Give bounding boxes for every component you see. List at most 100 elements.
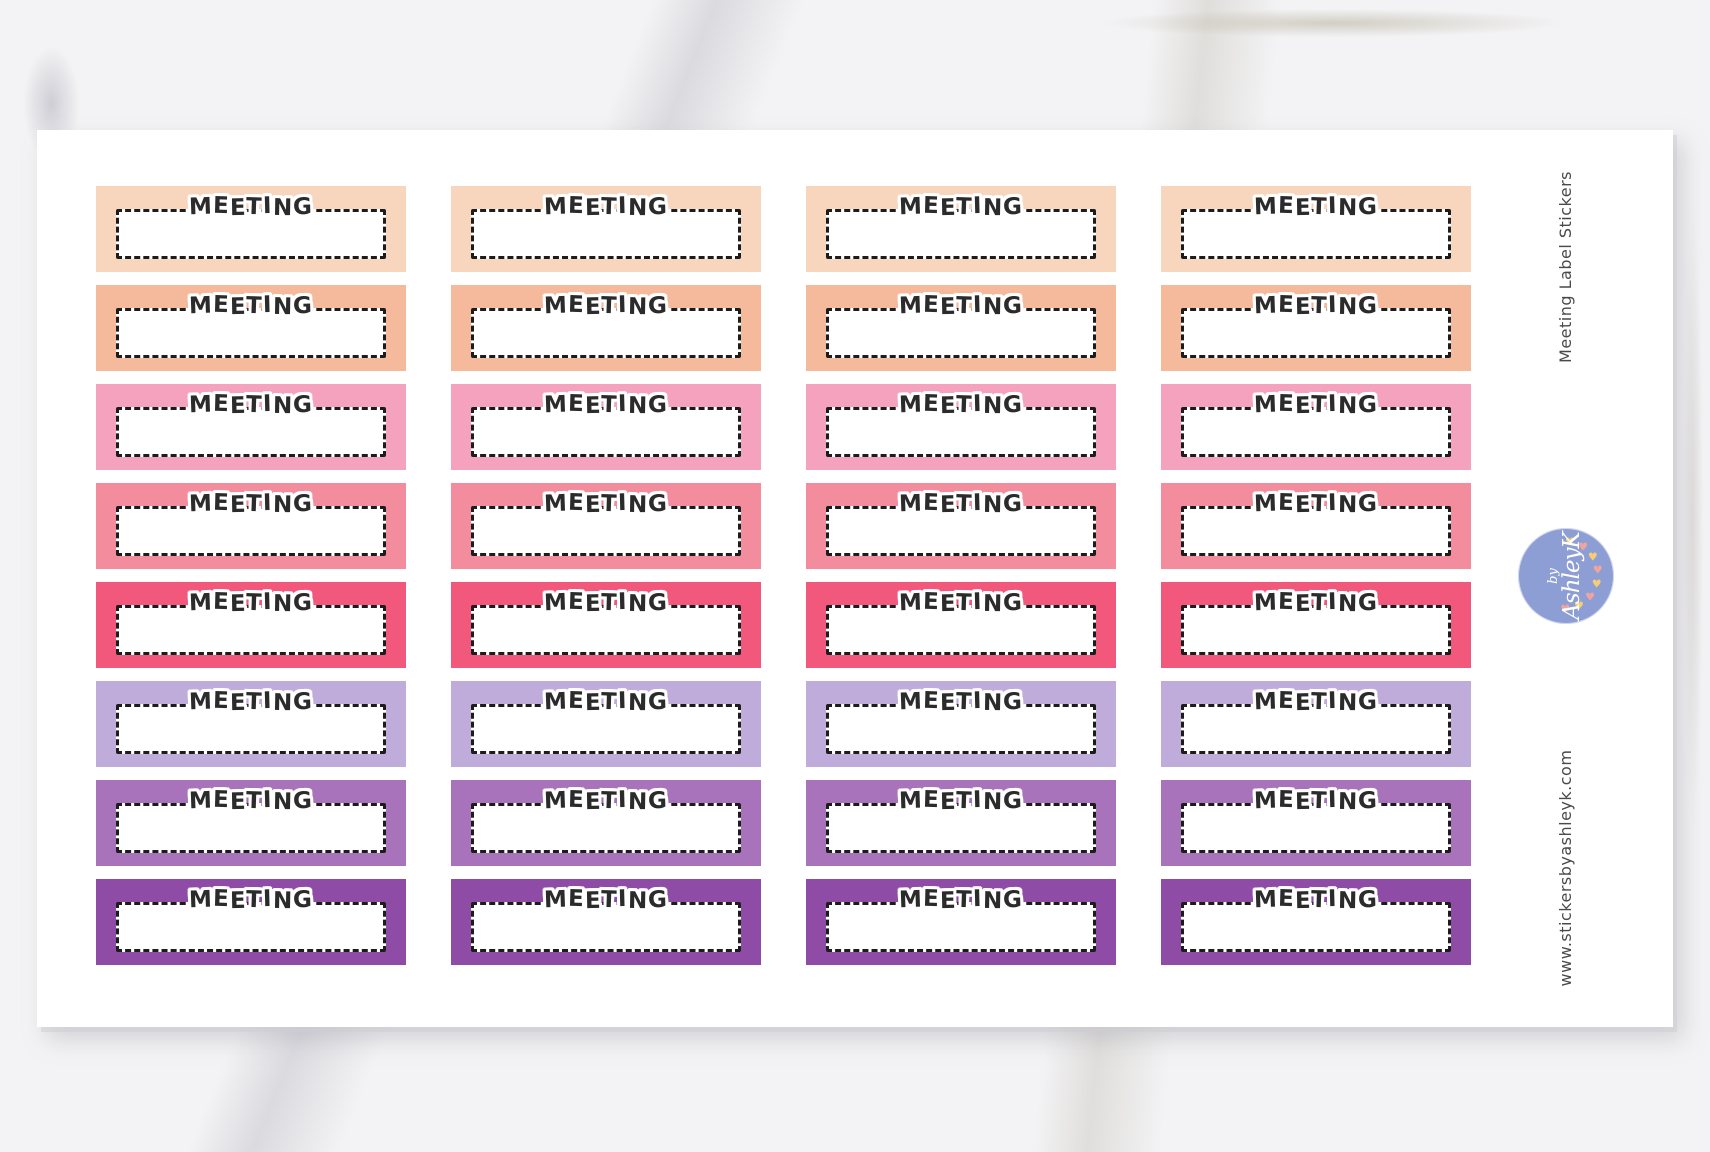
- sticker-label: MEETING: [898, 192, 1024, 222]
- sticker-write-box: [1181, 506, 1451, 556]
- sticker-write-box: [471, 605, 741, 655]
- sticker-write-box: [116, 308, 386, 358]
- sticker-label: MEETING: [543, 390, 669, 420]
- side-title: Meeting Label Stickers: [1556, 171, 1575, 363]
- sticker-write-box: [471, 902, 741, 952]
- sticker-rose-col2: MEETING: [451, 483, 761, 569]
- heart-icon: ♥: [1564, 535, 1575, 549]
- sticker-write-box: [1181, 902, 1451, 952]
- sticker-label: MEETING: [188, 291, 314, 321]
- sticker-write-box: [826, 803, 1096, 853]
- sticker-write-box: [116, 803, 386, 853]
- sticker-purple-col2: MEETING: [451, 879, 761, 965]
- sticker-label: MEETING: [543, 885, 669, 915]
- sticker-write-box: [471, 407, 741, 457]
- sticker-write-box: [1181, 605, 1451, 655]
- heart-icon: ♥: [1592, 563, 1603, 577]
- sticker-orchid-col2: MEETING: [451, 780, 761, 866]
- sticker-orchid-col3: MEETING: [806, 780, 1116, 866]
- sticker-label: MEETING: [898, 687, 1024, 717]
- sticker-write-box: [826, 506, 1096, 556]
- sticker-label: MEETING: [1253, 786, 1379, 816]
- sticker-raspberry-col3: MEETING: [806, 582, 1116, 668]
- sticker-write-box: [826, 704, 1096, 754]
- sticker-label: MEETING: [188, 192, 314, 222]
- sticker-write-box: [826, 209, 1096, 259]
- sticker-rose-col1: MEETING: [96, 483, 406, 569]
- sticker-write-box: [826, 308, 1096, 358]
- sticker-orchid-col4: MEETING: [1161, 780, 1471, 866]
- sticker-write-box: [471, 506, 741, 556]
- sticker-grid: MEETING MEETING MEETING MEETING MEETING MEETI…: [96, 186, 1471, 965]
- sticker-purple-col3: MEETING: [806, 879, 1116, 965]
- sticker-write-box: [1181, 209, 1451, 259]
- sticker-label: MEETING: [543, 192, 669, 222]
- sticker-label: MEETING: [188, 786, 314, 816]
- side-url: www.stickersbyashleyk.com: [1556, 749, 1575, 987]
- sticker-raspberry-col1: MEETING: [96, 582, 406, 668]
- sticker-peach-col2: MEETING: [451, 186, 761, 272]
- sticker-write-box: [826, 902, 1096, 952]
- sticker-lavender-col2: MEETING: [451, 681, 761, 767]
- sticker-write-box: [471, 308, 741, 358]
- sticker-label: MEETING: [188, 390, 314, 420]
- sticker-write-box: [116, 902, 386, 952]
- sticker-raspberry-col2: MEETING: [451, 582, 761, 668]
- sticker-write-box: [1181, 704, 1451, 754]
- sticker-label: MEETING: [543, 786, 669, 816]
- sticker-label: MEETING: [1253, 390, 1379, 420]
- sticker-label: MEETING: [898, 489, 1024, 519]
- sticker-write-box: [471, 209, 741, 259]
- sticker-write-box: [1181, 407, 1451, 457]
- sticker-write-box: [1181, 308, 1451, 358]
- sticker-rose-col3: MEETING: [806, 483, 1116, 569]
- sticker-lavender-col4: MEETING: [1161, 681, 1471, 767]
- sticker-write-box: [116, 506, 386, 556]
- sticker-write-box: [116, 704, 386, 754]
- brand-logo: by AshleyK ♥ ♥ ♥ ♥ ♥ ♥ ♥ ♥: [1518, 528, 1614, 624]
- sticker-label: MEETING: [188, 588, 314, 618]
- sticker-raspberry-col4: MEETING: [1161, 582, 1471, 668]
- sticker-label: MEETING: [543, 489, 669, 519]
- sticker-pink-col3: MEETING: [806, 384, 1116, 470]
- sticker-purple-col4: MEETING: [1161, 879, 1471, 965]
- sticker-peach-col3: MEETING: [806, 186, 1116, 272]
- heart-icon: ♥: [1585, 590, 1595, 604]
- sticker-label: MEETING: [1253, 192, 1379, 222]
- heart-icon: ♥: [1578, 540, 1588, 554]
- sticker-label: MEETING: [1253, 489, 1379, 519]
- sticker-label: MEETING: [188, 489, 314, 519]
- sticker-write-box: [116, 605, 386, 655]
- sticker-pink-col2: MEETING: [451, 384, 761, 470]
- sticker-label: MEETING: [543, 291, 669, 321]
- sticker-write-box: [116, 407, 386, 457]
- heart-icon: ♥: [1560, 602, 1571, 616]
- sticker-write-box: [826, 605, 1096, 655]
- sticker-label: MEETING: [543, 588, 669, 618]
- sticker-pink-col4: MEETING: [1161, 384, 1471, 470]
- sticker-salmon-col2: MEETING: [451, 285, 761, 371]
- sticker-lavender-col1: MEETING: [96, 681, 406, 767]
- sticker-orchid-col1: MEETING: [96, 780, 406, 866]
- sticker-label: MEETING: [543, 687, 669, 717]
- sticker-label: MEETING: [188, 687, 314, 717]
- heart-icon: ♥: [1587, 550, 1598, 564]
- sticker-peach-col1: MEETING: [96, 186, 406, 272]
- sticker-sheet: MEETING MEETING MEETING MEETING MEETING MEETI…: [37, 130, 1673, 1027]
- sticker-label: MEETING: [898, 786, 1024, 816]
- brand-logo-text: by AshleyK: [1518, 528, 1614, 624]
- sticker-salmon-col1: MEETING: [96, 285, 406, 371]
- sticker-write-box: [471, 803, 741, 853]
- sticker-pink-col1: MEETING: [96, 384, 406, 470]
- sticker-write-box: [826, 407, 1096, 457]
- sticker-lavender-col3: MEETING: [806, 681, 1116, 767]
- sticker-label: MEETING: [1253, 291, 1379, 321]
- sticker-label: MEETING: [188, 885, 314, 915]
- sticker-label: MEETING: [898, 390, 1024, 420]
- heart-icon: ♥: [1591, 577, 1602, 591]
- sticker-label: MEETING: [898, 291, 1024, 321]
- sticker-salmon-col4: MEETING: [1161, 285, 1471, 371]
- sticker-salmon-col3: MEETING: [806, 285, 1116, 371]
- sticker-write-box: [116, 209, 386, 259]
